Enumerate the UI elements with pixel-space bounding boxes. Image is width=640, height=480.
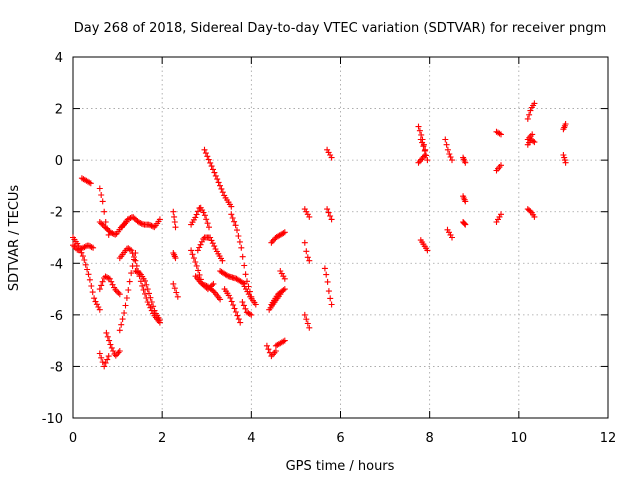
- chart-title: Day 268 of 2018, Sidereal Day-to-day VTE…: [74, 21, 607, 36]
- x-tick-label: 2: [158, 431, 166, 446]
- x-tick-label: 0: [69, 431, 77, 446]
- y-tick-label: -2: [50, 206, 63, 221]
- x-tick-label: 4: [247, 431, 255, 446]
- y-tick-label: -6: [50, 309, 63, 324]
- y-tick-label: 4: [55, 51, 63, 66]
- y-tick-label: -8: [50, 360, 63, 375]
- tick-labels: 0 2 4 6 8 10 12 -10 -8 -6 -4 -2 0 2 4: [42, 51, 617, 446]
- y-tick-label: -10: [42, 412, 63, 427]
- data-points: [70, 100, 569, 370]
- x-tick-label: 12: [600, 431, 617, 446]
- sdtvar-markers: [70, 100, 569, 370]
- grid: [73, 57, 608, 418]
- x-axis-label: GPS time / hours: [286, 459, 395, 474]
- y-tick-label: 2: [55, 103, 63, 118]
- y-tick-label: 0: [55, 154, 63, 169]
- x-tick-label: 6: [336, 431, 344, 446]
- x-tick-label: 10: [511, 431, 528, 446]
- y-tick-label: -4: [50, 257, 63, 272]
- x-tick-label: 8: [426, 431, 434, 446]
- y-axis-label: SDTVAR / TECUs: [7, 185, 22, 292]
